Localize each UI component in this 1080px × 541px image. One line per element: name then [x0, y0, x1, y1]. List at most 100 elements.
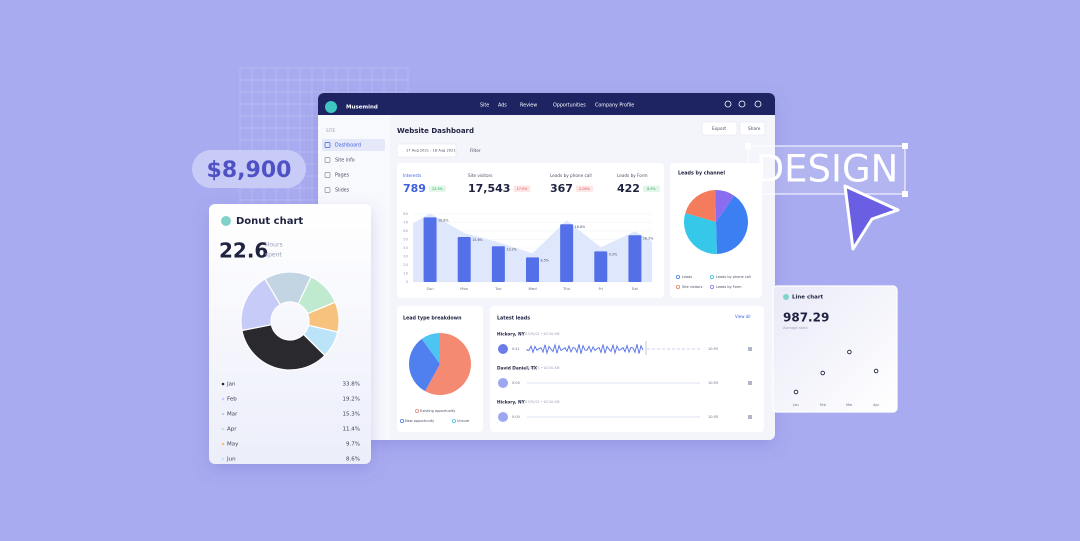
legend-value: 8.6% — [346, 457, 360, 463]
donut-slice — [241, 323, 326, 371]
x-tick-label: Mon — [460, 286, 469, 291]
play-button — [498, 378, 508, 388]
selection-box — [747, 145, 906, 195]
y-tick-label: 60 — [403, 228, 408, 233]
waveform — [526, 343, 644, 355]
point — [873, 368, 879, 374]
legend-dot — [676, 284, 681, 289]
nav-tab: Company Profile — [595, 103, 634, 109]
lead-time: 07/30/21 • 02:30 AM — [525, 400, 560, 404]
kpi-badge — [642, 185, 660, 192]
link: View all — [735, 314, 750, 319]
sidebar-active — [322, 139, 385, 151]
point — [793, 389, 799, 395]
donut-card — [209, 204, 371, 464]
legend-label: Leads — [682, 275, 692, 279]
legend-dot — [221, 397, 225, 401]
nav-bar — [318, 93, 775, 115]
card-title: Donut chart — [236, 216, 303, 227]
legend-label: Feb — [227, 397, 237, 403]
play-button — [498, 344, 508, 354]
donut-unit: spent — [265, 252, 282, 259]
legend-label: Unsure — [457, 419, 469, 423]
selection-handles — [745, 143, 908, 197]
leads-card — [490, 306, 764, 432]
play-button — [498, 412, 508, 422]
legend-value: 11.4% — [343, 427, 360, 433]
pie-slice — [716, 195, 748, 254]
x-tick-label: Mar — [846, 403, 853, 407]
card-title: Leads by channel — [678, 171, 725, 177]
y-tick-label: 0 — [406, 279, 409, 284]
volume-icon — [748, 381, 752, 385]
cursor — [843, 184, 900, 251]
lead-name: David Daniel, TX — [497, 366, 538, 372]
kpi-value: 789 — [403, 182, 426, 195]
date-range: 17 Aug 2021 - 18 Aug 2021 — [406, 149, 456, 153]
x-tick-label: Sun — [426, 286, 434, 291]
bar-note: 16.8% — [575, 225, 585, 229]
lead-time: 08/16/21 • 02:30 AM — [525, 366, 560, 370]
sidebar-item: Site info — [335, 158, 355, 164]
bar-note: 20.8% — [438, 218, 448, 222]
x-tick-label: Jan — [792, 403, 798, 407]
x-tick-label: Wed — [528, 286, 537, 291]
y-tick-label: 50 — [403, 237, 408, 242]
kpi-value: 367 — [550, 182, 573, 195]
bar — [526, 257, 539, 282]
line-total: 987.29 — [783, 311, 829, 325]
date-box — [396, 143, 457, 158]
brand: Musemind — [346, 105, 378, 111]
kpi-label: Leads by Form — [617, 173, 648, 178]
audio-start: 0:00 — [512, 415, 520, 419]
kpi-badge — [575, 185, 593, 192]
lead-name: Hickory, NY — [497, 332, 526, 338]
donut-unit: Hours — [265, 242, 283, 249]
kpi-label: Site visitors — [468, 173, 492, 178]
bar-note: 9.3% — [609, 252, 617, 256]
sidebar-item: Pages — [335, 173, 350, 179]
legend-value: 15.3% — [343, 412, 360, 418]
legend-value: 19.2% — [343, 397, 360, 403]
legend-dot — [221, 427, 225, 431]
y-tick-label: 40 — [403, 245, 408, 250]
bar-note: 8.5% — [541, 258, 549, 262]
bar-note: 16.3% — [643, 236, 653, 240]
legend-dot — [710, 284, 715, 289]
line-subtitle: Average stats — [783, 326, 808, 330]
nav-tab: Site — [480, 103, 489, 109]
nav-icon — [724, 100, 732, 108]
logo — [325, 101, 337, 113]
button-label: Export — [712, 126, 726, 132]
legend-value: 33.8% — [343, 382, 360, 388]
y-tick-label: 70 — [403, 220, 408, 225]
kpi-change: 17.5% — [517, 187, 529, 191]
legend-dot — [221, 442, 225, 446]
nav-tab: Opportunities — [553, 103, 586, 109]
pie-slice — [684, 212, 717, 254]
pie-slice — [715, 190, 735, 222]
donut-slice — [302, 324, 339, 357]
audio-end: 10:55 — [708, 347, 718, 351]
bar — [457, 236, 471, 282]
pie-slice — [421, 333, 440, 364]
bar — [594, 251, 608, 282]
legend-dot — [710, 274, 715, 279]
point — [820, 370, 825, 376]
bar — [628, 235, 642, 282]
bar-note: 15.6% — [472, 238, 482, 242]
legend-dot — [414, 408, 419, 413]
nav-tab: Ads — [498, 103, 507, 109]
lead-time: 07/30/21 • 02:30 AM — [525, 332, 560, 336]
kpi-value: 422 — [617, 182, 640, 195]
kpi-badge — [428, 185, 446, 192]
kpi-change: 8.5% — [647, 187, 656, 191]
kpi-change: 22.5% — [432, 187, 444, 191]
bar — [560, 224, 574, 282]
legend-dot — [451, 418, 456, 423]
x-tick-label: Fri — [599, 286, 604, 291]
card-title: Line chart — [792, 295, 824, 301]
legend-label: May — [227, 442, 239, 448]
kpi-label: Leads by phone call — [550, 173, 592, 178]
card-title: Lead type breakdown — [403, 316, 462, 322]
